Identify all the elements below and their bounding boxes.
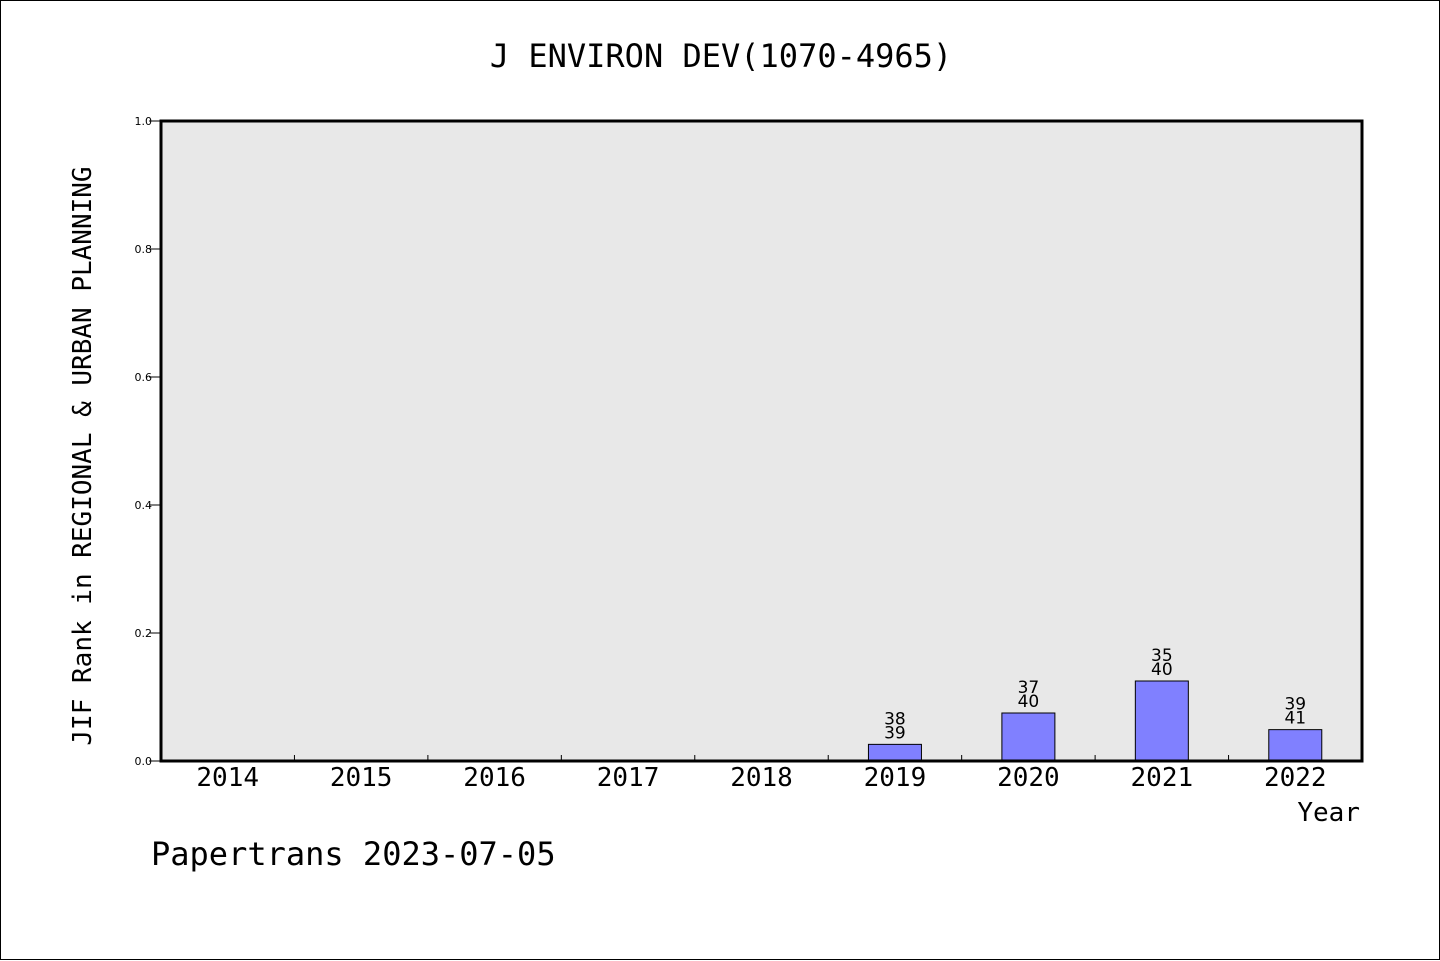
plot-border — [159, 119, 1364, 763]
y-tick-label: 0.2 — [135, 627, 153, 640]
x-tick-label: 2020 — [997, 763, 1060, 793]
bar — [1268, 729, 1323, 762]
bar-rank-label: 35 — [1151, 646, 1173, 666]
bar-rank-label: 39 — [1284, 695, 1306, 715]
bar-rank-label: 38 — [884, 709, 906, 729]
footer-source-date: Papertrans 2023-07-05 — [151, 835, 556, 873]
y-tick-label: 0.6 — [135, 371, 153, 384]
x-tick-label: 2016 — [463, 763, 526, 793]
bar-total-label: 41 — [1284, 709, 1306, 729]
y-tick-label: 0.4 — [135, 499, 153, 512]
x-tick-label: 2021 — [1131, 763, 1194, 793]
bar — [867, 743, 922, 762]
x-axis-ticks: 2014 2015 2016 2017 2018 2019 2020 2021 2022 — [196, 755, 1327, 793]
chart-title: J ENVIRON DEV(1070-4965) — [490, 37, 952, 75]
y-axis-ticks: 0.0 0.2 0.4 0.6 0.8 1.0 — [135, 115, 161, 768]
x-tick-label: 2018 — [730, 763, 793, 793]
bar-total-label: 39 — [884, 723, 906, 743]
bar-rank-label: 37 — [1018, 678, 1040, 698]
bar — [1134, 680, 1189, 762]
y-axis-label: JIF Rank in REGIONAL & URBAN PLANNING — [68, 166, 98, 745]
bar-total-label: 40 — [1151, 660, 1173, 680]
bar-total-label: 40 — [1018, 692, 1040, 712]
x-tick-label: 2015 — [330, 763, 393, 793]
y-tick-label: 1.0 — [135, 115, 153, 128]
x-axis-label: Year — [1297, 798, 1360, 828]
x-tick-label: 2019 — [864, 763, 927, 793]
bars — [867, 680, 1323, 762]
x-tick-label: 2022 — [1264, 763, 1327, 793]
x-tick-label: 2014 — [196, 763, 259, 793]
bar — [1001, 712, 1056, 762]
y-tick-label: 0.8 — [135, 243, 153, 256]
plot-area — [161, 121, 1362, 761]
y-tick-label: 0.0 — [135, 755, 153, 768]
x-tick-label: 2017 — [597, 763, 660, 793]
